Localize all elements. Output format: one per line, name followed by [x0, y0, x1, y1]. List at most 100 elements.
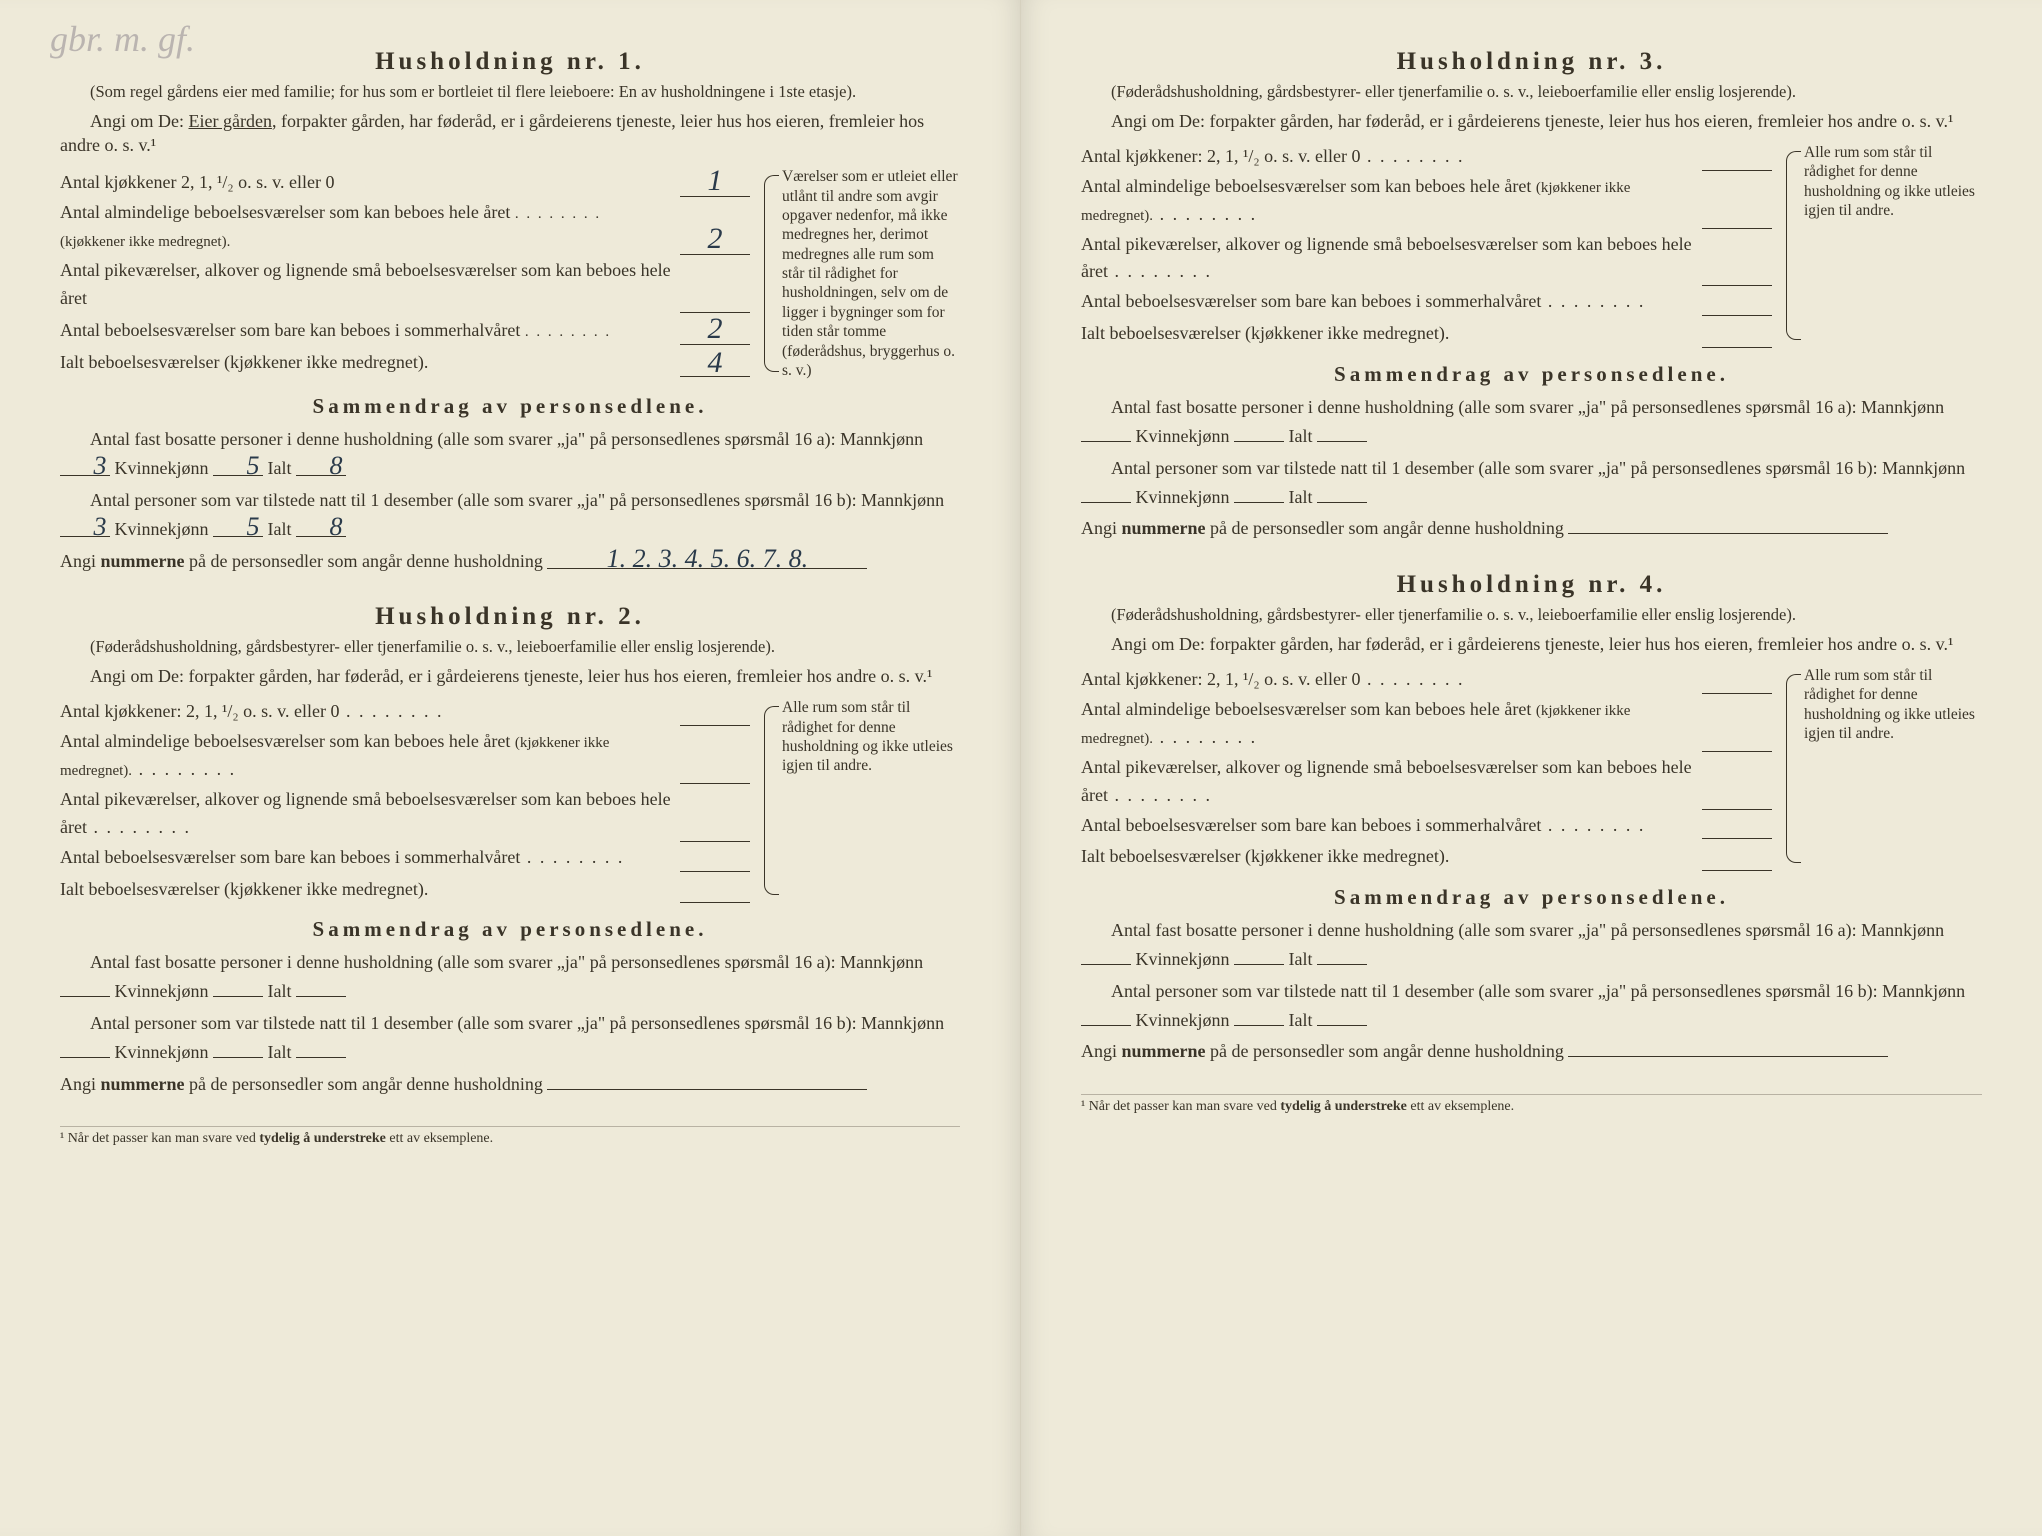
kjokken-4-value	[1702, 691, 1772, 694]
household-2-rows: Antal kjøkkener: 2, 1, ¹/₂ o. s. v. elle…	[60, 698, 960, 903]
row-alm-3: Antal almindelige beboelsesværelser som …	[1081, 173, 1772, 229]
row-total: Ialt beboelsesværelser (kjøkkener ikke m…	[60, 349, 750, 377]
household-4-sidebar: Alle rum som står til rådighet for denne…	[1786, 666, 1982, 871]
mann-3a	[1081, 441, 1131, 442]
document-spread: gbr. m. gf. Husholdning nr. 1. (Som rege…	[0, 0, 2042, 1536]
household-2-angi: Angi om De: forpakter gården, har føderå…	[60, 664, 960, 688]
total-4-value	[1702, 870, 1772, 871]
household-4-title: Husholdning nr. 4.	[1081, 571, 1982, 599]
sommer-3-value	[1702, 313, 1772, 316]
pike-2-value	[680, 839, 750, 842]
mann-4a	[1081, 964, 1131, 965]
left-page: gbr. m. gf. Husholdning nr. 1. (Som rege…	[0, 0, 1021, 1536]
household-3-angi: Angi om De: forpakter gården, har føderå…	[1081, 109, 1982, 133]
total-3-value	[1702, 347, 1772, 348]
total-2-value	[680, 902, 750, 903]
summary-2: Antal fast bosatte personer i denne hush…	[60, 948, 960, 1098]
row-kjokken-4: Antal kjøkkener: 2, 1, ¹/₂ o. s. v. elle…	[1081, 666, 1772, 694]
summary-1: Antal fast bosatte personer i denne hush…	[60, 425, 960, 575]
row-sommer-2: Antal beboelsesværelser som bare kan beb…	[60, 844, 750, 872]
row-sommer-4: Antal beboelsesværelser som bare kan beb…	[1081, 812, 1772, 840]
household-3-sidebar: Alle rum som står til rådighet for denne…	[1786, 143, 1982, 348]
rows-3: Antal kjøkkener: 2, 1, ¹/₂ o. s. v. elle…	[1081, 143, 1772, 348]
footnote-left: ¹ Når det passer kan man svare ved tydel…	[60, 1126, 960, 1147]
household-3-rows: Antal kjøkkener: 2, 1, ¹/₂ o. s. v. elle…	[1081, 143, 1982, 348]
mann-2a	[60, 996, 110, 997]
row-pike-2: Antal pikeværelser, alkover og lignende …	[60, 786, 750, 842]
kvinne-4a	[1234, 964, 1284, 965]
row-total-4: Ialt beboelsesværelser (kjøkkener ikke m…	[1081, 843, 1772, 871]
alm-4-value	[1702, 749, 1772, 752]
row-sommer: Antal beboelsesværelser som bare kan beb…	[60, 315, 750, 345]
total-value: 4	[680, 349, 750, 377]
household-4-subnote: (Føderådshusholdning, gårdsbestyrer- ell…	[1081, 605, 1982, 626]
mann-4b	[1081, 1025, 1131, 1026]
household-1: Husholdning nr. 1. (Som regel gårdens ei…	[60, 48, 960, 575]
household-4: Husholdning nr. 4. (Føderådshusholdning,…	[1081, 571, 1982, 1066]
pike-4-value	[1702, 807, 1772, 810]
rows-4: Antal kjøkkener: 2, 1, ¹/₂ o. s. v. elle…	[1081, 666, 1772, 871]
alm-2-value	[680, 781, 750, 784]
ialt-3a	[1317, 441, 1367, 442]
row-pike-4: Antal pikeværelser, alkover og lignende …	[1081, 754, 1772, 810]
ialt-b: 8	[296, 518, 346, 537]
ialt-4a	[1317, 964, 1367, 965]
household-4-rows: Antal kjøkkener: 2, 1, ¹/₂ o. s. v. elle…	[1081, 666, 1982, 871]
ialt-2b	[296, 1057, 346, 1058]
household-3-title: Husholdning nr. 3.	[1081, 48, 1982, 76]
summary-3: Antal fast bosatte personer i denne hush…	[1081, 393, 1982, 543]
summary-3-line-b: Antal personer som var tilstede natt til…	[1081, 454, 1982, 512]
kvinne-2a	[213, 996, 263, 997]
kvinne-a: 5	[213, 457, 263, 476]
household-1-subnote: (Som regel gårdens eier med familie; for…	[60, 82, 960, 103]
numrene-2-val	[547, 1089, 867, 1090]
row-kjokken: Antal kjøkkener 2, 1, ¹/₂ o. s. v. eller…	[60, 167, 750, 197]
row-kjokken-2: Antal kjøkkener: 2, 1, ¹/₂ o. s. v. elle…	[60, 698, 750, 726]
summary-3-line-a: Antal fast bosatte personer i denne hush…	[1081, 393, 1982, 451]
ialt-3b	[1317, 502, 1367, 503]
summary-2-title: Sammendrag av personsedlene.	[60, 917, 960, 942]
summary-2-line-a: Antal fast bosatte personer i denne hush…	[60, 948, 960, 1006]
numrene-4-val	[1568, 1056, 1888, 1057]
sommer-4-value	[1702, 836, 1772, 839]
pike-label: Antal pikeværelser, alkover og lignende …	[60, 257, 680, 313]
kvinne-2b	[213, 1057, 263, 1058]
alm-3-value	[1702, 226, 1772, 229]
household-4-angi: Angi om De: forpakter gården, har føderå…	[1081, 632, 1982, 656]
row-kjokken-3: Antal kjøkkener: 2, 1, ¹/₂ o. s. v. elle…	[1081, 143, 1772, 171]
summary-1-title: Sammendrag av personsedlene.	[60, 394, 960, 419]
ialt-4b	[1317, 1025, 1367, 1026]
sommer-label: Antal beboelsesværelser som bare kan beb…	[60, 317, 680, 345]
footnote-right: ¹ Når det passer kan man svare ved tydel…	[1081, 1094, 1982, 1115]
rows-2: Antal kjøkkener: 2, 1, ¹/₂ o. s. v. elle…	[60, 698, 750, 903]
rows-left: Antal kjøkkener 2, 1, ¹/₂ o. s. v. eller…	[60, 167, 750, 380]
sommer-2-value	[680, 869, 750, 872]
kvinne-b: 5	[213, 518, 263, 537]
mann-3b	[1081, 502, 1131, 503]
total-label: Ialt beboelsesværelser (kjøkkener ikke m…	[60, 349, 680, 377]
household-2-title: Husholdning nr. 2.	[60, 603, 960, 631]
row-alm-2: Antal almindelige beboelsesværelser som …	[60, 728, 750, 784]
row-total-3: Ialt beboelsesværelser (kjøkkener ikke m…	[1081, 320, 1772, 348]
mann-a: 3	[60, 457, 110, 476]
household-2-sidebar: Alle rum som står til rådighet for denne…	[764, 698, 960, 903]
household-1-rows: Antal kjøkkener 2, 1, ¹/₂ o. s. v. eller…	[60, 167, 960, 380]
kjokken-label: Antal kjøkkener 2, 1, ¹/₂ o. s. v. eller…	[60, 169, 680, 197]
kvinne-4b	[1234, 1025, 1284, 1026]
kjokken-2-value	[680, 723, 750, 726]
summary-4: Antal fast bosatte personer i denne hush…	[1081, 916, 1982, 1066]
row-sommer-3: Antal beboelsesværelser som bare kan beb…	[1081, 288, 1772, 316]
household-1-angi: Angi om De: Eier gården, forpakter gårde…	[60, 109, 960, 158]
summary-4-numrene: Angi nummerne på de personsedler som ang…	[1081, 1037, 1982, 1066]
mann-2b	[60, 1057, 110, 1058]
alm-label: Antal almindelige beboelsesværelser som …	[60, 199, 680, 255]
angi-underlined: Eier gården	[189, 111, 272, 131]
summary-3-title: Sammendrag av personsedlene.	[1081, 362, 1982, 387]
summary-1-line-a: Antal fast bosatte personer i denne hush…	[60, 425, 960, 483]
household-3-subnote: (Føderådshusholdning, gårdsbestyrer- ell…	[1081, 82, 1982, 103]
kvinne-3a	[1234, 441, 1284, 442]
summary-4-title: Sammendrag av personsedlene.	[1081, 885, 1982, 910]
summary-3-numrene: Angi nummerne på de personsedler som ang…	[1081, 514, 1982, 543]
summary-2-numrene: Angi nummerne på de personsedler som ang…	[60, 1070, 960, 1099]
angi-prefix: Angi om De:	[90, 111, 184, 131]
